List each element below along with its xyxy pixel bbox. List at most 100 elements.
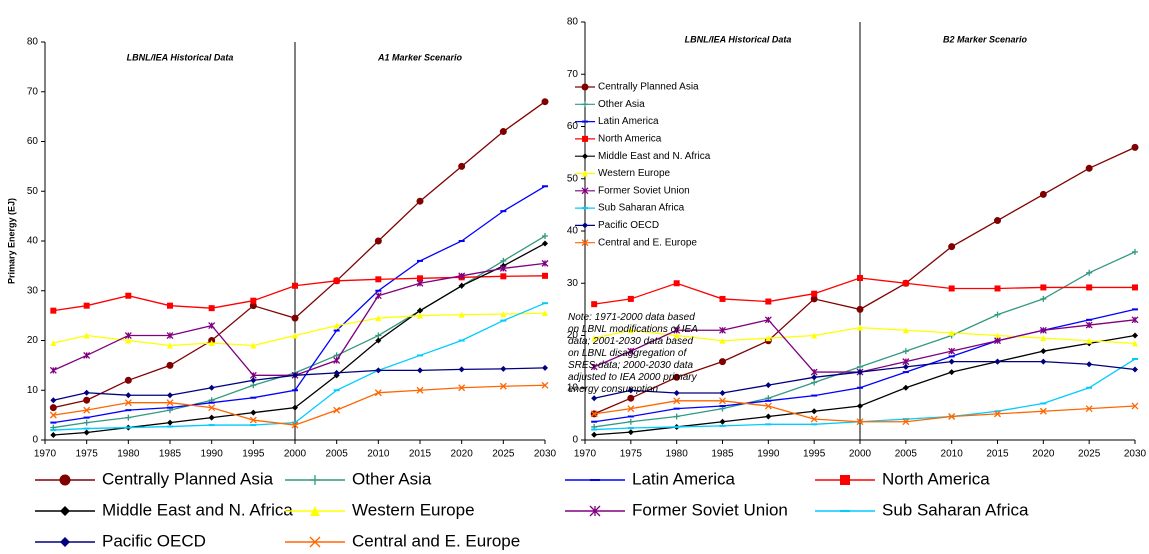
marker	[948, 243, 956, 251]
marker	[208, 384, 215, 391]
y-tick-label: 80	[27, 37, 39, 48]
marker	[765, 413, 772, 420]
marker	[333, 369, 340, 376]
legend-label: Central and E. Europe	[598, 237, 697, 248]
x-tick-label: 2005	[895, 449, 918, 460]
marker	[500, 273, 507, 280]
marker	[673, 413, 680, 420]
marker	[857, 275, 863, 282]
y-tick-label: 40	[567, 226, 579, 237]
marker	[49, 366, 57, 374]
x-tick-label: 2025	[1078, 449, 1101, 460]
marker	[167, 419, 173, 426]
x-tick-label: 2020	[1032, 449, 1055, 460]
marker	[1132, 284, 1138, 291]
marker	[590, 363, 598, 371]
x-tick-label: 2025	[492, 449, 515, 460]
marker	[167, 302, 173, 309]
marker	[250, 377, 257, 384]
marker	[902, 363, 909, 370]
marker	[589, 505, 601, 517]
marker	[208, 404, 216, 412]
marker	[994, 311, 1001, 318]
marker	[764, 402, 772, 410]
marker	[810, 295, 818, 303]
annotation: B2 Marker Scenario	[943, 34, 1028, 44]
marker	[458, 366, 465, 373]
x-tick-label: 2010	[367, 449, 390, 460]
marker	[208, 305, 215, 312]
marker	[948, 358, 955, 365]
marker	[582, 153, 588, 160]
marker	[1085, 405, 1093, 413]
marker	[581, 83, 589, 91]
x-tick-label: 1990	[757, 449, 780, 460]
y-tick-label: 0	[572, 435, 578, 446]
x-tick-label: 1985	[711, 449, 734, 460]
marker	[50, 307, 57, 314]
marker	[1040, 295, 1047, 302]
marker	[810, 415, 818, 423]
y-tick-label: 20	[567, 330, 579, 341]
marker	[541, 98, 549, 106]
marker	[542, 272, 548, 279]
legend-label: Former Soviet Union	[632, 500, 788, 519]
marker	[994, 285, 1001, 292]
legend-label: Centrally Planned Asia	[598, 82, 699, 93]
y-tick-label: 60	[567, 121, 579, 132]
x-tick-label: 1980	[117, 449, 140, 460]
marker	[765, 335, 772, 342]
x-tick-label: 2005	[326, 449, 349, 460]
y-tick-label: 20	[27, 335, 39, 346]
marker	[374, 237, 382, 245]
marker	[417, 307, 423, 314]
marker	[673, 389, 680, 396]
marker	[83, 302, 90, 309]
legend-label: Central and E. Europe	[352, 531, 520, 550]
marker	[627, 418, 634, 425]
marker	[582, 135, 588, 142]
marker	[208, 322, 216, 330]
marker	[542, 364, 548, 371]
series-line	[53, 235, 546, 429]
marker	[250, 297, 257, 304]
marker	[50, 432, 57, 439]
marker	[673, 326, 681, 334]
marker	[590, 410, 598, 418]
legend-label: North America	[598, 134, 662, 145]
legend-label: Other Asia	[598, 99, 645, 110]
marker	[124, 376, 132, 384]
marker	[249, 416, 257, 424]
marker	[49, 411, 57, 419]
x-tick-label: 1975	[620, 449, 643, 460]
marker	[1086, 269, 1093, 276]
marker	[811, 379, 818, 386]
marker	[719, 295, 726, 302]
series-line	[53, 242, 546, 436]
marker	[811, 408, 818, 415]
marker	[673, 397, 681, 405]
note: Note: 1971-2000 data based on LBNL modif…	[568, 312, 698, 395]
x-tick-label: 2010	[941, 449, 964, 460]
marker	[764, 316, 772, 324]
marker	[856, 418, 864, 426]
marker	[1132, 248, 1138, 255]
marker	[857, 403, 863, 410]
y-tick-label: 30	[567, 278, 579, 289]
marker	[49, 404, 57, 412]
marker	[582, 101, 588, 108]
marker	[994, 358, 1001, 365]
marker	[375, 315, 382, 322]
marker	[542, 240, 548, 247]
marker	[810, 368, 818, 376]
marker	[1085, 164, 1093, 172]
marker	[1131, 143, 1139, 151]
marker	[60, 537, 70, 547]
annotation: LBNL/IEA Historical Data	[685, 34, 792, 44]
marker	[60, 506, 70, 516]
marker	[719, 397, 726, 405]
marker	[310, 506, 320, 516]
marker	[166, 361, 174, 369]
marker	[1040, 335, 1047, 342]
marker	[902, 327, 909, 334]
